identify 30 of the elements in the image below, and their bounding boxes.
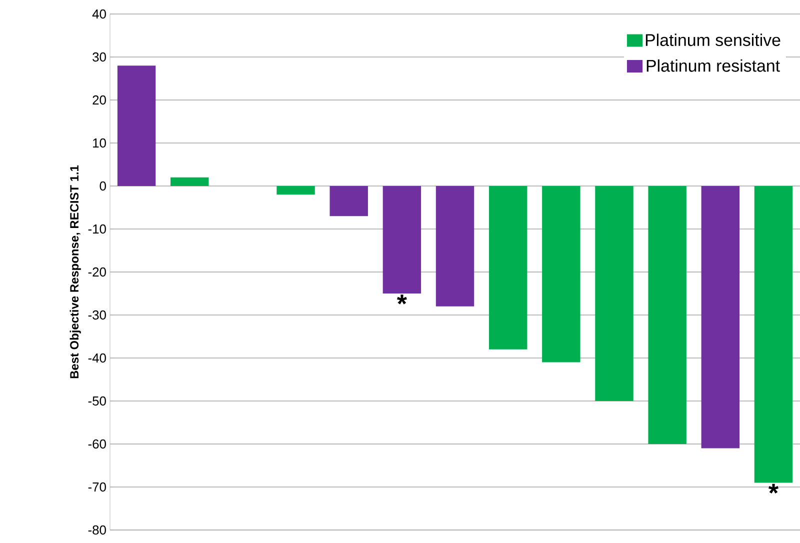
y-tick-label: -50 [88,396,106,406]
annotation: * [396,294,407,304]
y-tick-label: 40 [92,9,106,19]
y-tick-label: -70 [88,482,106,492]
annotation: * [768,484,778,494]
bar [276,186,315,195]
y-tick-label: -20 [88,267,106,277]
legend-label: Platinum sensitive [646,34,780,46]
bar [170,177,209,186]
bar [595,186,634,401]
bar [754,186,793,483]
y-tick-label: 0 [100,181,106,191]
bar [330,186,368,216]
y-tick-label: -60 [88,439,106,449]
legend-label: Platinum resistant [646,59,780,72]
bar [542,186,580,362]
y-tick-label: 30 [92,52,106,62]
bar [436,186,474,306]
y-tick-label: -30 [88,310,106,320]
y-tick-label: -80 [88,525,106,535]
bar [382,186,422,294]
y-tick-label: 20 [92,95,106,105]
y-tick-label: 10 [93,138,106,148]
bar [488,186,528,350]
y-tick-label: -10 [88,224,106,234]
bar [701,186,740,448]
y-tick-label: -40 [88,353,106,363]
bar [117,66,156,186]
y-axis-title: Best Objective Response, RECIST 1.1 [70,165,81,378]
bar [648,186,686,444]
